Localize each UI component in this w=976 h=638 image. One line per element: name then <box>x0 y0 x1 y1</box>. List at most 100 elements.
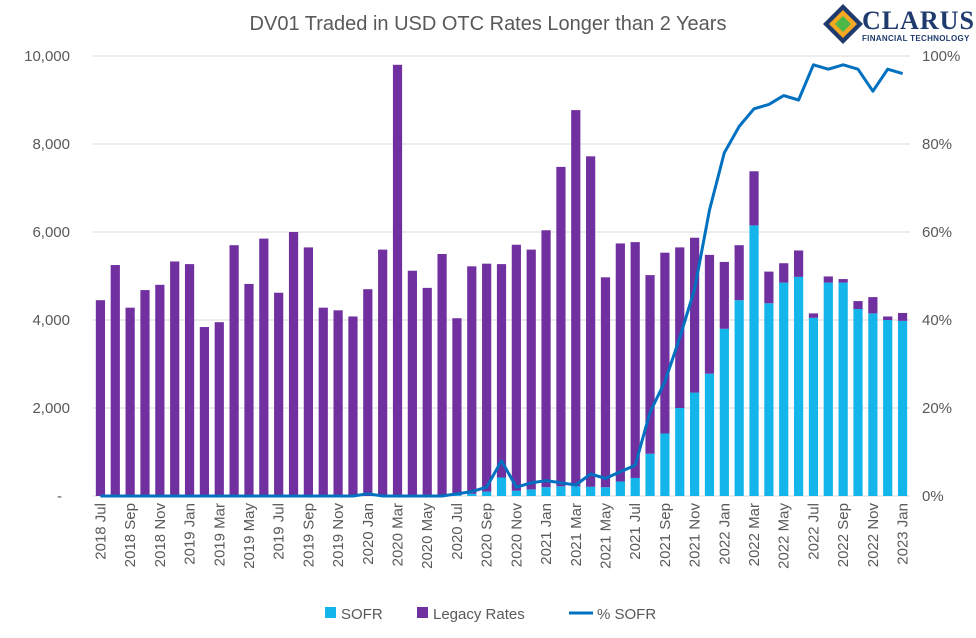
y-left-tick-label: 10,000 <box>24 48 70 65</box>
bar-sofr <box>496 477 507 496</box>
bar-sofr <box>660 433 670 496</box>
bar-legacy <box>675 247 685 408</box>
bar-legacy <box>467 266 477 494</box>
y-left-tick-label: 2,000 <box>32 400 70 417</box>
y-right-tick-label: 0% <box>922 488 944 505</box>
bar-sofr <box>675 408 685 496</box>
bar-legacy <box>229 245 239 496</box>
bar-sofr <box>704 373 715 496</box>
legend-label-sofr: SOFR <box>341 606 383 623</box>
bar-sofr <box>793 276 804 496</box>
x-tick-label: 2019 Nov <box>330 503 347 568</box>
bar-legacy <box>125 307 135 496</box>
bar-legacy <box>214 322 224 496</box>
legend: SOFR Legacy Rates % SOFR <box>325 606 656 623</box>
legend-label-line: % SOFR <box>597 606 656 623</box>
bar-legacy <box>764 271 774 304</box>
logo-tagline: FINANCIAL TECHNOLOGY <box>862 34 970 43</box>
legacy-bars <box>95 64 908 497</box>
x-tick-label: 2020 Sep <box>479 503 496 567</box>
x-tick-label: 2023 Jan <box>895 503 912 565</box>
bar-legacy <box>318 307 328 496</box>
x-tick-label: 2022 Sep <box>835 503 852 567</box>
x-tick-label: 2022 Jul <box>805 503 822 560</box>
x-tick-label: 2022 Nov <box>865 503 882 568</box>
bar-legacy <box>600 277 611 488</box>
sofr-share-line <box>100 63 904 498</box>
x-tick-label: 2020 Jul <box>449 503 466 560</box>
bar-legacy <box>407 270 417 496</box>
bar-sofr <box>838 282 848 496</box>
y-left-tick-label: 6,000 <box>32 224 70 241</box>
x-tick-label: 2021 Nov <box>687 503 704 568</box>
bar-legacy <box>95 300 106 496</box>
bar-legacy <box>259 238 269 496</box>
bar-legacy <box>511 244 521 491</box>
bar-legacy <box>110 265 120 496</box>
x-tick-label: 2022 May <box>776 503 793 569</box>
bar-legacy <box>140 290 150 496</box>
bar-sofr <box>853 309 863 496</box>
bar-sofr <box>630 477 640 496</box>
logo-name: CLARUS <box>862 6 975 35</box>
bar-legacy <box>244 283 254 496</box>
bar-legacy <box>556 166 566 487</box>
bar-legacy <box>378 249 388 496</box>
sofr-share-line-path <box>100 63 904 498</box>
bar-sofr <box>600 487 611 496</box>
logo: CLARUS FINANCIAL TECHNOLOGY <box>823 4 975 44</box>
x-tick-label: 2020 May <box>419 503 436 569</box>
bar-sofr <box>897 320 908 496</box>
bar-legacy <box>348 316 358 496</box>
bar-legacy <box>274 292 284 496</box>
bar-legacy <box>734 245 744 301</box>
bar-legacy <box>586 156 596 487</box>
x-tick-label: 2018 Sep <box>122 503 139 567</box>
y-left-tick-label: - <box>57 488 62 505</box>
y-axis-right: 0% 20% 40% 60% 80% 100% <box>922 48 960 505</box>
x-tick-label: 2019 Mar <box>211 503 228 566</box>
y-axis-left: - 2,000 4,000 6,000 8,000 10,000 <box>24 48 70 505</box>
bar-sofr <box>556 486 566 496</box>
legend-swatch-legacy <box>417 607 428 618</box>
x-axis: 2018 Jul 2018 Sep 2018 Nov 2019 Jan 2019 Mar… <box>92 503 911 569</box>
x-tick-label: 2019 May <box>241 503 258 569</box>
bar-legacy <box>526 249 536 490</box>
x-tick-label: 2018 Nov <box>152 503 169 568</box>
x-tick-label: 2020 Mar <box>390 503 407 566</box>
bar-sofr <box>615 481 625 496</box>
bar-legacy <box>170 261 180 496</box>
bar-sofr <box>526 489 536 496</box>
x-tick-label: 2021 Sep <box>657 503 674 567</box>
y-right-tick-label: 100% <box>922 48 960 65</box>
bar-legacy <box>482 263 492 492</box>
bar-legacy <box>571 110 581 487</box>
bar-sofr <box>808 317 819 496</box>
bar-legacy <box>823 276 833 283</box>
x-tick-label: 2019 Sep <box>300 503 317 567</box>
chart-title: DV01 Traded in USD OTC Rates Longer than… <box>250 13 727 35</box>
bar-legacy <box>645 275 655 454</box>
x-tick-label: 2021 Jan <box>538 503 555 565</box>
bar-legacy <box>437 254 447 496</box>
y-right-tick-label: 80% <box>922 136 952 153</box>
bar-legacy <box>333 310 343 496</box>
bar-legacy <box>838 279 848 283</box>
bar-legacy <box>704 254 715 374</box>
bar-sofr <box>571 486 581 496</box>
bar-legacy <box>853 301 863 309</box>
legend-label-legacy: Legacy Rates <box>433 606 525 623</box>
bar-sofr <box>690 392 700 496</box>
bar-legacy <box>199 327 210 496</box>
bar-legacy <box>541 230 551 488</box>
bar-legacy <box>690 237 700 393</box>
bar-legacy <box>719 261 729 329</box>
x-tick-label: 2021 May <box>597 503 614 569</box>
bar-sofr <box>467 493 477 496</box>
x-tick-label: 2022 Mar <box>746 503 763 566</box>
bar-sofr <box>586 486 596 496</box>
sofr-bars <box>452 225 908 496</box>
bar-legacy <box>793 250 804 277</box>
bar-legacy <box>897 312 908 321</box>
bar-sofr <box>868 313 878 496</box>
